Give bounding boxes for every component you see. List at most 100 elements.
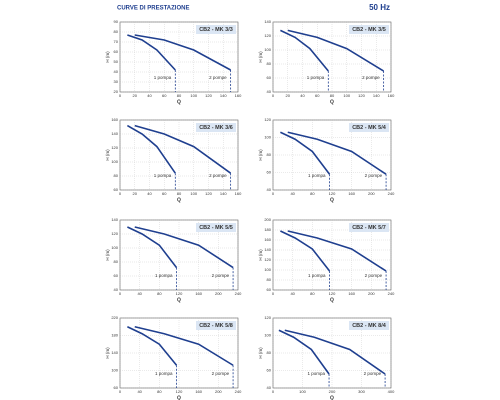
y-tick-label: 120: [264, 257, 271, 262]
x-axis-label: Q: [330, 99, 334, 105]
pump-curve: [280, 29, 329, 72]
x-tick-label: 60: [315, 93, 320, 98]
y-tick-label: 100: [264, 333, 271, 338]
x-tick-label: 0: [272, 389, 275, 394]
curve-label: 1 pompa: [154, 75, 172, 80]
x-tick-label: 300: [358, 389, 365, 394]
curve-label: 2 pompe: [212, 273, 230, 278]
chart-title: CB2 - MK 3/6: [199, 125, 233, 131]
y-tick-label: 140: [264, 247, 271, 252]
x-tick-label: 120: [176, 389, 183, 394]
curve-label: 2 pompe: [364, 371, 382, 376]
x-tick-label: 80: [157, 389, 162, 394]
title-box: [196, 123, 236, 132]
x-tick-label: 100: [190, 191, 197, 196]
x-tick-label: 40: [290, 291, 295, 296]
pump-curve: [126, 124, 176, 174]
y-tick-label: 40: [267, 89, 272, 94]
pump-curve: [127, 226, 178, 269]
y-tick-label: 30: [114, 79, 119, 84]
x-axis-label: Q: [177, 395, 181, 400]
x-tick-label: 120: [358, 93, 365, 98]
x-tick-label: 200: [368, 291, 375, 296]
x-tick-label: 0: [119, 389, 122, 394]
y-tick-label: 40: [114, 287, 119, 292]
x-tick-label: 240: [235, 389, 242, 394]
y-axis-label: H (m): [258, 347, 263, 359]
curve-label: 2 pompe: [365, 173, 383, 178]
x-tick-label: 200: [368, 191, 375, 196]
x-tick-label: 160: [348, 191, 355, 196]
y-tick-label: 80: [114, 29, 119, 34]
title-box: [349, 25, 389, 34]
x-tick-label: 160: [195, 389, 202, 394]
y-tick-label: 40: [267, 187, 272, 192]
pump-curve: [287, 131, 387, 175]
y-axis-label: H (m): [258, 149, 263, 161]
y-tick-label: 80: [114, 259, 119, 264]
x-tick-label: 240: [235, 291, 242, 296]
curve-label: 1 pompa: [155, 371, 173, 376]
x-tick-label: 80: [310, 291, 315, 296]
x-tick-label: 40: [137, 291, 142, 296]
x-tick-label: 120: [205, 191, 212, 196]
y-tick-label: 60: [114, 187, 119, 192]
y-tick-label: 60: [267, 287, 272, 292]
y-tick-label: 80: [267, 61, 272, 66]
x-tick-label: 160: [348, 291, 355, 296]
title-box: [349, 223, 389, 232]
curve-label: 1 pompa: [154, 173, 172, 178]
y-axis-label: H (m): [105, 249, 110, 261]
x-tick-label: 160: [235, 93, 242, 98]
curve-label: 2 pompe: [365, 273, 383, 278]
y-tick-label: 90: [114, 19, 119, 24]
chart-panel: 0 20 40 60 80 100 120 140 160 60 80 100 120 140 160 Q H …: [105, 117, 242, 203]
pump-curve: [287, 29, 385, 72]
x-tick-label: 400: [388, 389, 395, 394]
y-tick-label: 100: [111, 245, 118, 250]
x-tick-label: 160: [388, 93, 395, 98]
x-tick-label: 120: [176, 291, 183, 296]
x-tick-label: 120: [205, 93, 212, 98]
frequency-label: 50 Hz: [369, 3, 390, 12]
y-tick-label: 120: [264, 117, 271, 122]
y-axis-label: H (m): [258, 51, 263, 63]
x-tick-label: 120: [329, 191, 336, 196]
curve-label: 1 pompa: [308, 173, 326, 178]
y-tick-label: 140: [111, 131, 118, 136]
x-tick-label: 160: [195, 291, 202, 296]
x-tick-label: 60: [162, 191, 167, 196]
x-axis-label: Q: [330, 395, 334, 400]
x-tick-label: 60: [162, 93, 167, 98]
y-tick-label: 160: [264, 237, 271, 242]
y-tick-label: 60: [267, 368, 272, 373]
x-axis-label: Q: [177, 99, 181, 105]
y-tick-label: 60: [267, 170, 272, 175]
title-box: [196, 321, 236, 330]
chart-panel: 0 20 40 60 80 100 120 140 1602030405060708090QH …: [105, 19, 242, 105]
title-box: [196, 223, 236, 232]
y-tick-label: 80: [114, 173, 119, 178]
chart-panel: 0 40 80 120 160 200 240 60 80 100 120 140 160 180 200 Q…: [258, 217, 395, 303]
y-tick-label: 100: [111, 368, 118, 373]
pump-curve: [134, 226, 234, 269]
y-tick-label: 40: [267, 385, 272, 390]
y-tick-label: 80: [267, 152, 272, 157]
pump-curve: [280, 131, 331, 175]
chart-title: CB2 - MK 8/4: [352, 323, 387, 329]
x-tick-label: 40: [300, 93, 305, 98]
pump-curve: [278, 329, 330, 375]
y-tick-label: 120: [111, 145, 118, 150]
y-tick-label: 200: [264, 217, 271, 222]
x-tick-label: 240: [388, 291, 395, 296]
title-box: [349, 123, 389, 132]
y-axis-label: H (m): [105, 149, 110, 161]
x-tick-label: 200: [215, 389, 222, 394]
x-tick-label: 120: [329, 291, 336, 296]
y-axis-label: H (m): [258, 249, 263, 261]
y-tick-label: 120: [264, 33, 271, 38]
y-axis-label: H (m): [105, 51, 110, 63]
x-tick-label: 200: [215, 291, 222, 296]
x-tick-label: 240: [388, 191, 395, 196]
